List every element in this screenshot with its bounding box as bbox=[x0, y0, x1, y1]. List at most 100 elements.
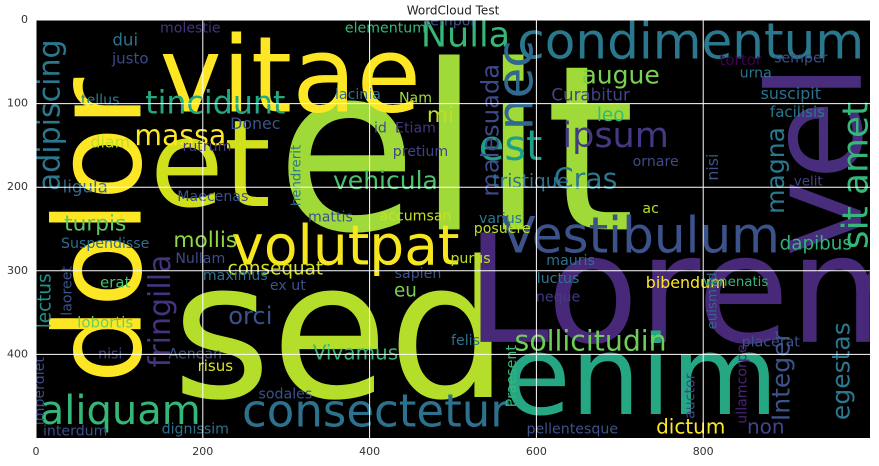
word: ex ut bbox=[270, 278, 306, 294]
word: massa bbox=[134, 119, 226, 152]
word: sed bbox=[172, 220, 509, 442]
word: accumsan bbox=[379, 208, 451, 224]
word: justo bbox=[111, 49, 149, 67]
word: consectetur bbox=[242, 385, 509, 438]
word: tellus bbox=[81, 92, 119, 108]
word: varius bbox=[479, 211, 522, 227]
y-tick-label: 300 bbox=[7, 264, 28, 277]
word: euismod bbox=[706, 272, 721, 329]
word: elementum bbox=[345, 20, 426, 36]
word: leo bbox=[597, 105, 625, 126]
word: consequat bbox=[228, 259, 323, 280]
word: orci bbox=[228, 302, 272, 330]
word: malesuada bbox=[477, 64, 505, 197]
word: magna bbox=[761, 127, 790, 214]
word: dictum bbox=[656, 414, 725, 438]
word: sapien bbox=[395, 266, 442, 282]
word: hendrerit bbox=[290, 145, 305, 206]
word: luctus bbox=[537, 271, 580, 287]
word: laoreet bbox=[60, 266, 76, 316]
y-tick-label: 200 bbox=[7, 180, 28, 193]
word: dolor bbox=[31, 77, 170, 384]
word: Nullam bbox=[175, 251, 225, 267]
word: lectus bbox=[35, 273, 56, 328]
word: pretium bbox=[393, 144, 448, 160]
word: Maecenas bbox=[177, 189, 248, 205]
word: maximus bbox=[203, 268, 268, 284]
word: sollicitudin bbox=[515, 325, 667, 358]
word: dui bbox=[112, 31, 138, 50]
word: est bbox=[479, 121, 543, 170]
y-tick-label: 0 bbox=[21, 13, 28, 26]
word: mi bbox=[427, 103, 454, 128]
word: volutpat bbox=[231, 214, 459, 278]
x-tick-label: 400 bbox=[359, 445, 380, 458]
word: vel bbox=[740, 64, 879, 257]
word: urna bbox=[740, 66, 772, 82]
word: vehicula bbox=[333, 166, 438, 195]
word: nec bbox=[487, 40, 545, 130]
word: ornare bbox=[633, 154, 679, 170]
word: mattis bbox=[308, 209, 353, 225]
word: facilisis bbox=[770, 103, 825, 121]
plot-area: elitsedLoremenimveldolorvitaeetcondiment… bbox=[31, 13, 879, 442]
y-tick-label: 400 bbox=[7, 347, 28, 360]
x-tick-label: 0 bbox=[33, 445, 40, 458]
word: purus bbox=[450, 251, 490, 267]
word: nisi bbox=[703, 154, 722, 181]
word: risus bbox=[198, 357, 234, 375]
word: venenatis bbox=[703, 275, 768, 290]
word: felis bbox=[451, 333, 480, 349]
word: suscipit bbox=[761, 84, 821, 103]
word: dapibus bbox=[780, 234, 852, 255]
word: erat bbox=[100, 274, 131, 292]
x-tick-label: 800 bbox=[693, 445, 714, 458]
word: Etiam bbox=[395, 121, 436, 137]
word: mauris bbox=[546, 253, 595, 269]
word: Integer bbox=[766, 330, 795, 421]
word: mollis bbox=[173, 228, 237, 253]
word: enim bbox=[503, 312, 778, 440]
word: condimentum bbox=[517, 13, 864, 71]
axes: 0 200 400 600 800 0 100 200 300 400 bbox=[7, 13, 714, 458]
word: Nam bbox=[399, 91, 432, 107]
word: sit amet bbox=[835, 102, 876, 249]
word: imperdiet bbox=[32, 357, 48, 426]
word: Vivamus bbox=[313, 341, 398, 365]
word: aliquam bbox=[40, 388, 201, 434]
word: Praesent bbox=[504, 345, 520, 408]
x-tick-label: 600 bbox=[526, 445, 547, 458]
word: ipsum bbox=[562, 115, 669, 156]
word: fringilla bbox=[143, 255, 178, 368]
x-tick-label: 200 bbox=[192, 445, 213, 458]
word: bibendum bbox=[646, 273, 726, 292]
word: ac bbox=[642, 201, 658, 217]
word: id bbox=[374, 121, 387, 137]
word: rutrum bbox=[183, 139, 232, 155]
word: interdum bbox=[43, 423, 107, 439]
word: sodales bbox=[259, 387, 313, 403]
word: Nulla bbox=[421, 15, 510, 56]
word: semper bbox=[774, 50, 828, 66]
word: lacinia bbox=[335, 87, 381, 103]
word: elit bbox=[276, 16, 636, 284]
word: Vestibulum bbox=[501, 207, 780, 265]
word: adipiscing bbox=[33, 39, 68, 191]
word: et bbox=[150, 96, 271, 235]
word: tempor bbox=[425, 14, 477, 30]
chart-title: WordCloud Test bbox=[407, 4, 500, 18]
word: placerat bbox=[742, 335, 801, 351]
word: ullamcorper bbox=[734, 338, 750, 423]
word: auctor bbox=[683, 373, 699, 419]
word: tristique bbox=[492, 172, 568, 193]
word: Lorem bbox=[466, 204, 879, 378]
word: Donec bbox=[230, 114, 280, 133]
word: egestas bbox=[826, 322, 855, 420]
word: velit bbox=[794, 175, 823, 190]
word: augue bbox=[581, 61, 659, 90]
word: pellentesque bbox=[526, 422, 618, 438]
word: eu bbox=[394, 280, 417, 301]
y-tick-label: 100 bbox=[7, 97, 28, 110]
